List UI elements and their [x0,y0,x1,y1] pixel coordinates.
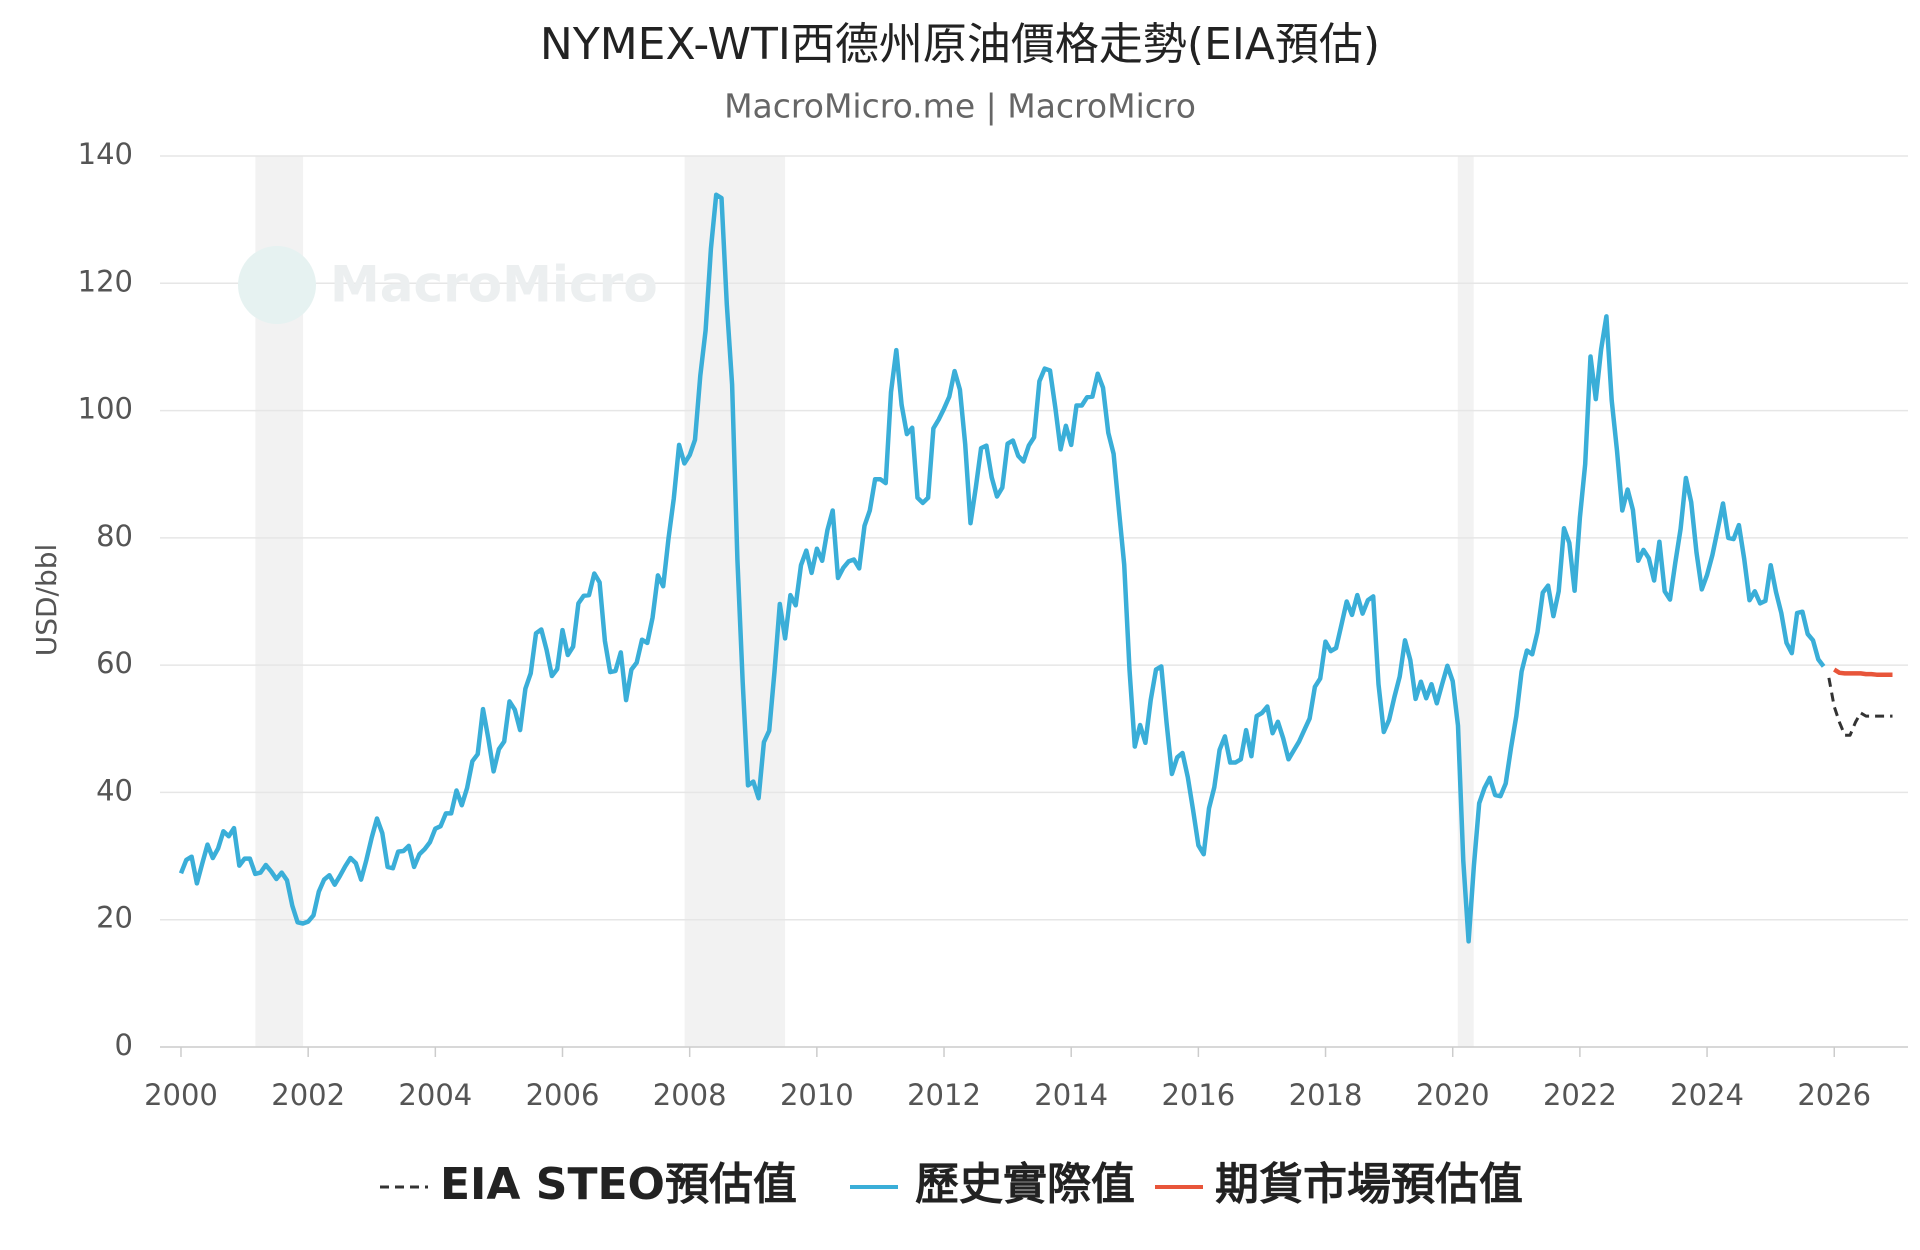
y-tick-label: 40 [96,773,133,807]
x-tick-label: 2016 [1161,1078,1235,1112]
x-tick-label: 2018 [1289,1078,1363,1112]
x-tick-label: 2006 [526,1078,600,1112]
x-tick-label: 2004 [398,1078,472,1112]
y-tick-label: 0 [115,1028,133,1062]
watermark: MacroMicro [330,256,658,314]
x-tick-label: 2026 [1797,1078,1871,1112]
x-tick-label: 2010 [780,1078,854,1112]
y-tick-label: 120 [78,264,133,298]
x-tick-label: 2024 [1670,1078,1744,1112]
watermark-logo [238,246,316,324]
y-tick-label: 100 [78,392,133,426]
x-tick-label: 2002 [271,1078,345,1112]
shaded-range [684,156,786,1047]
x-tick-label: 2014 [1034,1078,1108,1112]
y-axis-label: USD/bbl [30,544,63,657]
series-line [1827,677,1893,737]
x-tick-label: 2012 [907,1078,981,1112]
legend-label: 期貨市場預估值 [1215,1159,1523,1210]
x-tick-label: 2000 [144,1078,218,1112]
legend-label: EIA STEO預估值 [440,1159,797,1210]
x-tick-label: 2022 [1543,1078,1617,1112]
y-tick-label: 140 [78,137,133,171]
chart-subtitle: MacroMicro.me | MacroMicro [724,87,1196,126]
x-tick-label: 2020 [1416,1078,1490,1112]
chart-title: NYMEX-WTI西德州原油價格走勢(EIA預估) [540,19,1380,70]
y-tick-label: 80 [96,519,133,553]
y-tick-label: 60 [96,646,133,680]
y-tick-label: 20 [96,901,133,935]
series-line [178,192,1826,944]
series-line [1833,667,1893,677]
legend-label: 歷史實際值 [915,1159,1135,1210]
x-tick-label: 2008 [653,1078,727,1112]
